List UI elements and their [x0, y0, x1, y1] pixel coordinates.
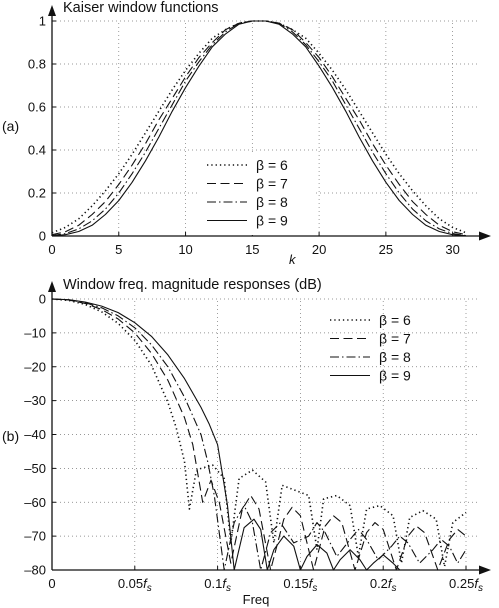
panel-b-y-arrow — [48, 281, 56, 292]
panel-a-legend: β = 6 β = 7 β = 8 β = 9 — [207, 157, 288, 229]
x-tick-label: 20 — [312, 242, 326, 257]
legend-label: β = 7 — [256, 176, 288, 192]
x-tick-label: 0 — [48, 242, 55, 257]
legend-label: β = 7 — [379, 331, 411, 347]
y-tick-label: 0.4 — [28, 143, 46, 158]
panel-b-grid — [52, 298, 478, 570]
series-line-a-solid — [51, 20, 467, 237]
panel-a-series — [51, 20, 467, 237]
panel-a-label: (a) — [2, 118, 19, 134]
legend-label: β = 9 — [379, 368, 411, 384]
x-tick-label: 0.2fs — [370, 576, 397, 594]
panel-a-title: Kaiser window functions — [63, 0, 219, 16]
legend-label: β = 6 — [379, 312, 411, 328]
panel-a-x-arrow — [479, 231, 491, 241]
legend-label: β = 8 — [256, 194, 288, 210]
legend-label: β = 8 — [379, 349, 411, 365]
y-tick-label: 1 — [39, 14, 46, 29]
panel-b-xlabel: Freq — [243, 592, 270, 607]
y-tick-label: –40 — [24, 427, 46, 442]
panel-b-legend: β = 6 β = 7 β = 8 β = 9 — [330, 312, 411, 384]
panel-a-ticks: 0 5 10 15 20 25 30 0 0.2 0.4 0.6 0.8 1 — [28, 14, 460, 258]
x-tick-label: 0.05fs — [118, 576, 152, 594]
x-tick-label: 30 — [445, 242, 459, 257]
y-tick-label: –20 — [24, 359, 46, 374]
panel-a-legend-box — [198, 153, 316, 235]
x-tick-label: 15 — [245, 242, 259, 257]
panel-b-series — [51, 298, 467, 571]
x-tick-label: 0.25fs — [449, 576, 483, 594]
y-tick-label: 0.6 — [28, 100, 46, 115]
y-tick-label: –70 — [24, 529, 46, 544]
y-tick-label: –80 — [24, 563, 46, 578]
x-tick-label: 5 — [115, 242, 122, 257]
legend-label: β = 6 — [256, 157, 288, 173]
y-tick-label: 0 — [39, 292, 46, 307]
panel-a-y-arrow — [48, 5, 56, 16]
x-tick-label: 0 — [48, 576, 55, 591]
series-line-b-dashed — [51, 298, 467, 571]
y-tick-label: –10 — [24, 325, 46, 340]
x-tick-label: 25 — [379, 242, 393, 257]
x-tick-label: 10 — [178, 242, 192, 257]
series-line-b-solid — [51, 298, 401, 571]
x-tick-label: 0.1fs — [204, 576, 231, 594]
panel-b: Window freq. magnitude responses (dB) (b… — [2, 277, 491, 607]
series-line-a-dashdot — [51, 20, 467, 237]
panel-a-xlabel: k — [289, 252, 297, 267]
panel-b-x-arrow — [479, 565, 491, 575]
y-tick-label: 0.8 — [28, 57, 46, 72]
x-tick-label: 0.15fs — [283, 576, 317, 594]
y-tick-label: 0 — [39, 229, 46, 244]
series-line-a-dashed — [51, 20, 467, 236]
y-tick-label: –50 — [24, 461, 46, 476]
y-tick-label: –30 — [24, 393, 46, 408]
legend-label: β = 9 — [256, 213, 288, 229]
panel-b-ticks: 0 0.05fs 0.1fs 0.15fs 0.2fs 0.25fs 0 –10 –20 –30 –… — [24, 292, 483, 595]
y-tick-label: –60 — [24, 495, 46, 510]
panel-b-label: (b) — [2, 428, 19, 444]
panel-a: Kaiser window functions (a) k 0 5 10 15 20 25… — [2, 0, 491, 267]
panel-b-title: Window freq. magnitude responses (dB) — [63, 277, 322, 293]
y-tick-label: 0.2 — [28, 186, 46, 201]
series-line-b-dotted — [51, 298, 467, 568]
